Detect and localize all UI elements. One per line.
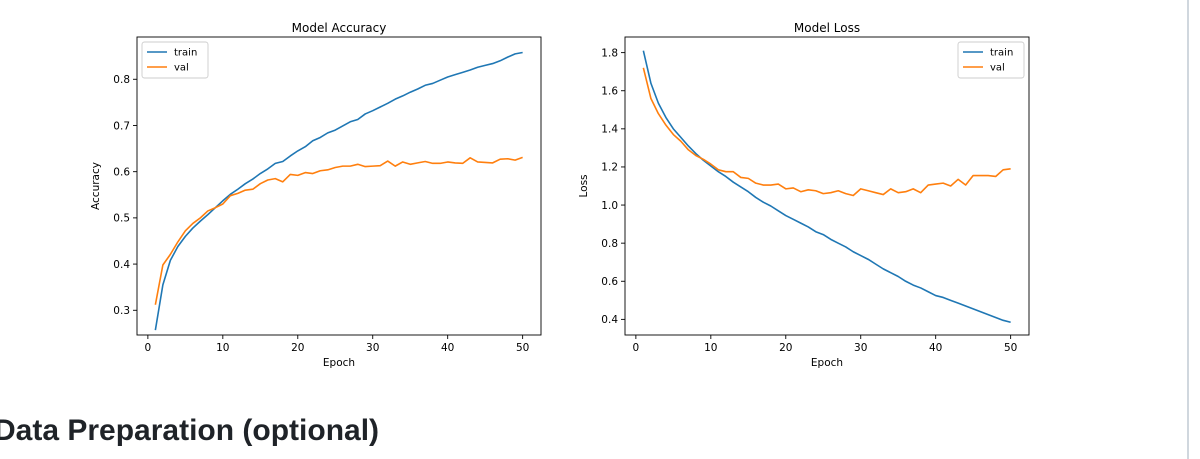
figure: 0 10 20 30 40 50 0.3 0.4 0.5 0.6 0.7 0.8 Model Accur…	[90, 21, 1030, 369]
y-axis-label: Loss	[578, 174, 590, 197]
legend-label-train: train	[174, 48, 197, 59]
series-line-val	[154, 156, 523, 305]
x-tick-label: 0	[633, 342, 640, 354]
y-tick-label: 0.4	[601, 314, 618, 326]
chart-loss: 0 10 20 30 40 50 0.4 0.6 0.8 1.0 1.2 1.4 1.6 1.8 Model…	[578, 21, 1030, 369]
y-tick-label: 1.6	[601, 86, 618, 98]
legend-box	[957, 41, 1025, 79]
chart-title: Model Loss	[794, 21, 860, 35]
legend-label-val: val	[990, 63, 1005, 74]
x-tick-label: 30	[366, 342, 379, 354]
y-tick-label: 0.6	[113, 166, 130, 178]
plot-frame	[136, 36, 542, 336]
y-tick-label: 1.2	[601, 162, 618, 174]
x-axis-label: Epoch	[323, 357, 355, 369]
scrollbar-track[interactable]	[1187, 0, 1189, 459]
training-curves-figure: 0 10 20 30 40 50 0.3 0.4 0.5 0.6 0.7 0.8 Model Accur…	[90, 21, 1030, 369]
x-tick-label: 20	[291, 342, 304, 354]
x-tick-label: 50	[1004, 342, 1017, 354]
legend-label-val: val	[174, 63, 189, 74]
y-tick-label: 1.8	[601, 47, 618, 59]
y-tick-label: 0.7	[113, 120, 130, 132]
series-line-train	[154, 51, 523, 331]
y-tick-label: 0.3	[113, 305, 130, 317]
x-tick-label: 50	[516, 342, 529, 354]
y-axis-label: Accuracy	[90, 162, 102, 210]
chart-title: Model Accuracy	[292, 21, 387, 35]
series-line-val	[642, 67, 1011, 197]
x-axis-label: Epoch	[811, 357, 843, 369]
series-line-train	[642, 50, 1011, 324]
y-tick-label: 0.8	[113, 74, 130, 86]
x-tick-label: 10	[704, 342, 717, 354]
y-tick-label: 0.5	[113, 213, 130, 225]
y-tick-label: 1.0	[601, 200, 618, 212]
section-heading: Data Preparation (optional)	[0, 414, 380, 447]
y-tick-label: 1.4	[601, 124, 618, 136]
legend: train val	[141, 41, 209, 79]
x-tick-label: 20	[779, 342, 792, 354]
plot-frame	[624, 36, 1030, 336]
legend-box	[141, 41, 209, 79]
x-tick-label: 30	[854, 342, 867, 354]
chart-accuracy: 0 10 20 30 40 50 0.3 0.4 0.5 0.6 0.7 0.8 Model Accur…	[90, 21, 542, 369]
y-tick-label: 0.8	[601, 238, 618, 250]
x-tick-label: 40	[929, 342, 942, 354]
y-tick-label: 0.6	[601, 276, 618, 288]
y-tick-label: 0.4	[113, 259, 130, 271]
x-tick-label: 10	[216, 342, 229, 354]
legend: train val	[957, 41, 1025, 79]
legend-label-train: train	[990, 48, 1013, 59]
x-tick-label: 0	[145, 342, 152, 354]
x-tick-label: 40	[441, 342, 454, 354]
